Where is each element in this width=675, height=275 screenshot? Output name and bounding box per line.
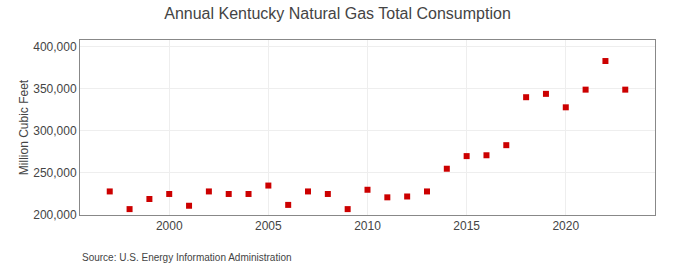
svg-text:2015: 2015 — [453, 219, 480, 233]
svg-text:Source: U.S. Energy Informatio: Source: U.S. Energy Information Administ… — [82, 252, 292, 263]
svg-text:2020: 2020 — [552, 219, 579, 233]
svg-text:350,000: 350,000 — [33, 82, 77, 96]
svg-text:2010: 2010 — [354, 219, 381, 233]
svg-text:400,000: 400,000 — [33, 40, 77, 54]
svg-text:Million Cubic Feet: Million Cubic Feet — [17, 79, 31, 175]
svg-text:250,000: 250,000 — [33, 166, 77, 180]
svg-text:300,000: 300,000 — [33, 124, 77, 138]
svg-text:2005: 2005 — [255, 219, 282, 233]
svg-text:2000: 2000 — [156, 219, 183, 233]
svg-text:Annual Kentucky Natural Gas To: Annual Kentucky Natural Gas Total Consum… — [164, 5, 511, 22]
svg-text:200,000: 200,000 — [33, 208, 77, 222]
